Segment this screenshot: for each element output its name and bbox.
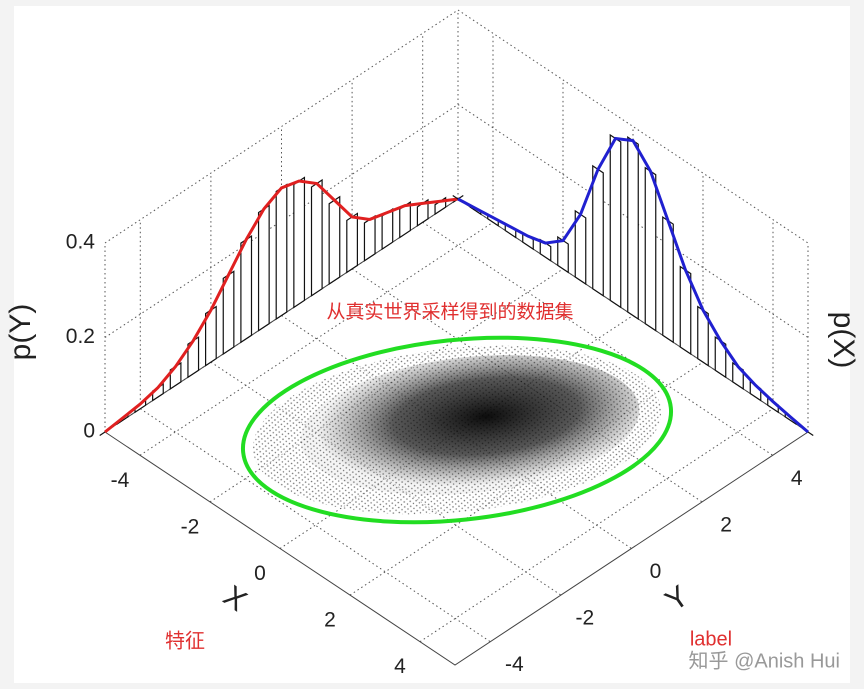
x-tick-label: -4 — [111, 469, 130, 492]
histogram-bar — [363, 214, 376, 262]
histogram-bar — [557, 235, 569, 274]
x-tick-label: 0 — [254, 562, 266, 585]
histogram-bar — [592, 164, 604, 297]
histogram-bar — [310, 178, 323, 297]
watermark: 知乎 @Anish Hui — [689, 649, 840, 672]
x-tick-label: 4 — [394, 655, 406, 678]
histogram-bar — [399, 200, 411, 239]
histogram-bar — [416, 198, 429, 227]
histogram-bar — [240, 234, 253, 344]
histogram-bar — [609, 133, 622, 309]
density-curve — [104, 179, 459, 434]
histogram-bar — [662, 216, 674, 344]
histogram-bar — [644, 166, 657, 332]
grid-line — [104, 104, 459, 338]
histogram-bar — [222, 270, 235, 356]
z-tick-label: 0.4 — [66, 231, 96, 254]
grid-line — [419, 408, 774, 643]
histogram-bar — [574, 209, 587, 286]
feature-note: 特征 — [165, 629, 205, 652]
histogram-bar — [257, 204, 270, 332]
histogram-bar — [697, 305, 709, 367]
grid-line — [104, 9, 459, 244]
histogram-bar — [275, 183, 288, 321]
px-label: p(X) — [827, 312, 860, 369]
histogram-bar — [205, 305, 217, 367]
histogram-bar — [328, 195, 341, 286]
histogram-bar — [346, 212, 358, 274]
x-tick-label: -2 — [181, 515, 200, 538]
histogram-bar — [627, 136, 639, 321]
grid-line — [209, 268, 564, 503]
z-tick-label: 0.2 — [66, 325, 95, 348]
y-tick-label: -2 — [576, 607, 595, 630]
sample-ellipse — [240, 335, 674, 525]
y-tick-label: 4 — [791, 467, 803, 490]
grid-line — [139, 221, 494, 456]
x-tick-label: 2 — [324, 609, 336, 632]
histogram-bar — [293, 176, 306, 309]
scatter-core — [300, 355, 640, 495]
annotation: 从真实世界采样得到的数据集 — [326, 301, 573, 323]
py-label: p(Y) — [4, 304, 37, 361]
y-tick-label: 2 — [720, 513, 732, 536]
label-note: label — [690, 628, 732, 650]
canvas — [14, 6, 850, 683]
y-tick-label: 0 — [650, 560, 662, 583]
z-tick-label: 0 — [83, 420, 95, 443]
histogram-bar — [539, 238, 552, 262]
density-curve — [457, 136, 809, 434]
histogram-bar — [679, 265, 692, 356]
marks — [99, 133, 814, 436]
y-tick-label: -4 — [505, 653, 524, 676]
